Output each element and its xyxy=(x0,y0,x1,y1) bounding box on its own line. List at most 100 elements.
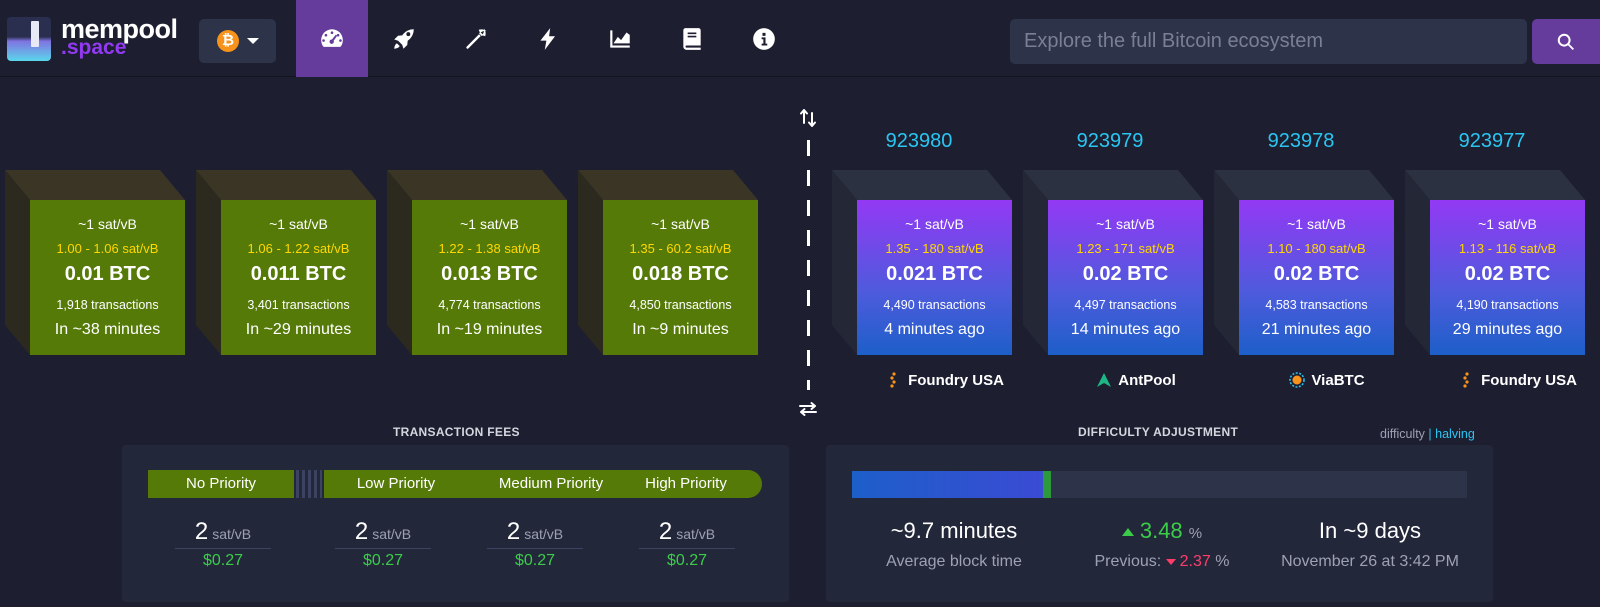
pool-name: AntPool xyxy=(1118,371,1176,389)
block-tx-count: 3,401 transactions xyxy=(247,298,350,312)
fee-usd: $0.27 xyxy=(475,548,595,570)
arrow-up-icon xyxy=(1121,528,1134,537)
block-median-fee: ~1 sat/vB xyxy=(269,216,328,232)
block-fee-range: 1.35 - 180 sat/vB xyxy=(885,241,984,256)
nav-lightning[interactable] xyxy=(512,0,584,77)
block-median-fee: ~1 sat/vB xyxy=(1287,216,1346,232)
arrow-down-icon xyxy=(1165,558,1176,565)
mined-block[interactable]: ~1 sat/vB 1.10 - 180 sat/vB 0.02 BTC 4,5… xyxy=(1214,170,1394,355)
block-fee-range: 1.35 - 60.2 sat/vB xyxy=(629,241,732,256)
swap-vertical-icon[interactable] xyxy=(798,108,818,128)
fee-usd: $0.27 xyxy=(323,548,443,570)
mempool-logo[interactable]: mempool .space xyxy=(7,14,187,63)
nav-accelerator[interactable] xyxy=(368,0,440,77)
block-tx-count: 4,497 transactions xyxy=(1074,298,1177,312)
search-button[interactable] xyxy=(1532,19,1600,64)
search-input[interactable] xyxy=(1010,19,1527,64)
block-median-fee: ~1 sat/vB xyxy=(78,216,137,232)
fee-tier-label: Medium Priority xyxy=(498,475,604,492)
fee-rate-value: 2 xyxy=(506,518,521,545)
fee-tier-label: No Priority xyxy=(185,475,256,492)
block-median-fee: ~1 sat/vB xyxy=(1096,216,1155,232)
block-total-fees: 0.01 BTC xyxy=(64,263,151,285)
nav-graphs[interactable] xyxy=(584,0,656,77)
antpool-icon xyxy=(1096,372,1112,388)
block-height-link[interactable]: 923978 xyxy=(1267,130,1335,152)
block-tx-count: 4,190 transactions xyxy=(1456,298,1559,312)
difficulty-link[interactable]: difficulty xyxy=(1380,427,1425,441)
previous-unit: % xyxy=(1215,553,1230,570)
block-median-fee: ~1 sat/vB xyxy=(905,216,964,232)
difficulty-section-title: DIFFICULTY ADJUSTMENT xyxy=(1078,425,1239,439)
pool-label[interactable]: Foundry USA xyxy=(1433,370,1600,390)
fee-rate: 2 sat/vB xyxy=(475,518,595,546)
fee-tier-label: High Priority xyxy=(645,475,727,492)
fee-rate: 2 sat/vB xyxy=(323,518,443,546)
fee-tier-label: Low Priority xyxy=(356,475,436,492)
fee-rate-value: 2 xyxy=(354,518,369,545)
next-adjustment-eta: In ~9 days xyxy=(1318,518,1422,543)
nav-mining[interactable] xyxy=(440,0,512,77)
block-tx-count: 4,774 transactions xyxy=(438,298,541,312)
fee-rate-value: 2 xyxy=(194,518,209,545)
block-height-link[interactable]: 923979 xyxy=(1076,130,1144,152)
fee-rate-unit: sat/vB xyxy=(212,526,252,542)
block-height-link[interactable]: 923977 xyxy=(1458,130,1526,152)
pool-label[interactable]: AntPool xyxy=(1051,370,1221,390)
block-tx-count: 4,850 transactions xyxy=(629,298,732,312)
foundry-usa-icon xyxy=(1459,372,1475,388)
previous-value: 2.37 xyxy=(1179,553,1211,570)
avg-block-time: ~9.7 minutes xyxy=(890,518,1018,543)
mined-block[interactable]: ~1 sat/vB 1.35 - 180 sat/vB 0.021 BTC 4,… xyxy=(832,170,1012,355)
block-total-fees: 0.013 BTC xyxy=(441,263,538,285)
block-total-fees: 0.02 BTC xyxy=(1273,263,1360,285)
mempool-block[interactable]: ~1 sat/vB 1.22 - 1.38 sat/vB 0.013 BTC 4… xyxy=(387,170,567,355)
caret-down-icon xyxy=(247,38,259,44)
mempool-block[interactable]: ~1 sat/vB 1.00 - 1.06 sat/vB 0.01 BTC 1,… xyxy=(5,170,185,355)
block-fee-range: 1.22 - 1.38 sat/vB xyxy=(438,241,541,256)
network-selector[interactable]: ₿ xyxy=(199,19,276,63)
avg-block-time-label: Average block time xyxy=(886,553,1022,570)
block-tx-count: 1,918 transactions xyxy=(56,298,159,312)
nav-dashboard[interactable] xyxy=(296,0,368,77)
mined-block[interactable]: ~1 sat/vB 1.13 - 116 sat/vB 0.02 BTC 4,1… xyxy=(1405,170,1585,355)
mempool-chain-divider xyxy=(807,140,810,390)
pickaxe-icon xyxy=(466,28,487,49)
fee-usd: $0.27 xyxy=(163,548,283,570)
block-total-fees: 0.018 BTC xyxy=(632,263,729,285)
fee-usd: $0.27 xyxy=(627,548,747,570)
nav-docs[interactable] xyxy=(656,0,728,77)
dashboard-icon xyxy=(321,28,343,47)
viabtc-icon xyxy=(1289,372,1306,388)
block-fee-range: 1.10 - 180 sat/vB xyxy=(1267,241,1366,256)
pool-label[interactable]: ViaBTC xyxy=(1242,370,1412,390)
block-fee-range: 1.13 - 116 sat/vB xyxy=(1458,241,1557,256)
mempool-block[interactable]: ~1 sat/vB 1.35 - 60.2 sat/vB 0.018 BTC 4… xyxy=(578,170,758,355)
fee-bar-gap xyxy=(296,470,322,498)
block-height-link[interactable]: 923980 xyxy=(885,130,953,152)
top-navbar: mempool .space ₿ xyxy=(0,0,1600,77)
difficulty-progress-marker xyxy=(1043,471,1051,498)
pool-label[interactable]: Foundry USA xyxy=(860,370,1030,390)
foundry-usa-icon xyxy=(886,372,902,388)
block-fee-range: 1.00 - 1.06 sat/vB xyxy=(56,241,159,256)
block-fee-range: 1.23 - 171 sat/vB xyxy=(1076,241,1175,256)
block-total-fees: 0.021 BTC xyxy=(886,263,983,285)
block-median-fee: ~1 sat/vB xyxy=(460,216,519,232)
pool-name: Foundry USA xyxy=(1481,371,1577,389)
mined-block[interactable]: ~1 sat/vB 1.23 - 171 sat/vB 0.02 BTC 4,4… xyxy=(1023,170,1203,355)
block-age: 29 minutes ago xyxy=(1452,321,1563,338)
block-age: 21 minutes ago xyxy=(1261,321,1372,338)
logo-text-space: .space xyxy=(61,36,127,59)
fee-bar-priority xyxy=(324,470,762,498)
halving-link[interactable]: halving xyxy=(1435,427,1475,441)
block-tx-count: 4,583 transactions xyxy=(1265,298,1368,312)
swap-horizontal-icon[interactable] xyxy=(798,399,818,419)
rocket-icon xyxy=(394,28,414,49)
difficulty-change: 3.48 % xyxy=(1042,518,1282,544)
fee-rate-unit: sat/vB xyxy=(524,526,564,542)
lightning-icon xyxy=(540,27,556,50)
block-eta: In ~29 minutes xyxy=(245,321,352,338)
nav-about[interactable] xyxy=(728,0,800,77)
mempool-block[interactable]: ~1 sat/vB 1.06 - 1.22 sat/vB 0.011 BTC 3… xyxy=(196,170,376,355)
